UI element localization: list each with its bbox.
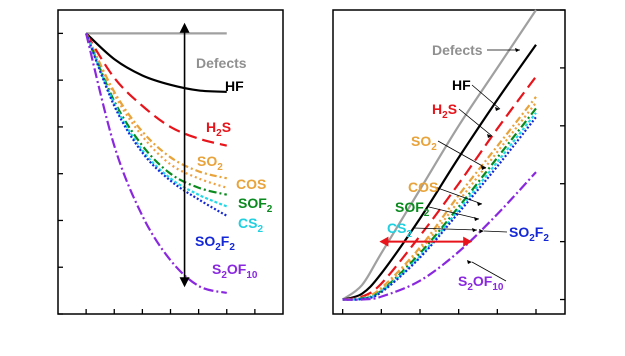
series-label-cs2: CS2 <box>387 220 412 240</box>
series-label-sof2: SOF2 <box>238 195 273 215</box>
leader-arrowhead <box>467 260 472 264</box>
series-line-s2of10 <box>85 33 228 295</box>
series-label-so2f2: SO2F2 <box>509 224 549 244</box>
delay-arrow-head-left <box>379 236 389 247</box>
series-label-so2: SO2 <box>411 133 437 153</box>
leader-line <box>458 108 493 137</box>
series-label-cs2: CS2 <box>238 215 263 235</box>
series-line-so2f2 <box>85 32 228 217</box>
series-line-s2of10 <box>342 171 537 301</box>
series-line-cos <box>85 32 228 189</box>
series-line-hf <box>85 32 227 93</box>
series-line-defects <box>342 9 537 301</box>
series-label-hf: HF <box>452 77 471 93</box>
series-line-so2f2 <box>342 116 537 301</box>
series-label-h2s: H2S <box>432 101 457 121</box>
series-label-hf: HF <box>225 78 244 94</box>
series-line-h2s <box>85 32 228 147</box>
leader-arrowhead <box>479 229 484 233</box>
series-line-sof2 <box>342 107 537 301</box>
series-label-so2f2: SO2F2 <box>195 233 235 253</box>
leader-line <box>413 227 478 231</box>
leader-line <box>437 140 487 169</box>
series-line-so2 <box>85 32 228 180</box>
series-label-defects: Defects <box>196 55 247 71</box>
leader-line <box>434 186 483 205</box>
series-label-sof2: SOF2 <box>395 199 430 219</box>
decay-arrow-head-bottom <box>179 277 190 288</box>
leader-arrowhead <box>474 217 479 221</box>
series-label-s2of10: S2OF10 <box>458 273 504 293</box>
plot-frame <box>332 9 566 315</box>
leader-line <box>428 206 480 220</box>
delay-arrow-head-right <box>463 236 473 247</box>
decay-arrow-head-top <box>179 22 190 33</box>
series-label-so2: SO2 <box>197 153 223 173</box>
series-label-s2of10: S2OF10 <box>212 261 258 281</box>
series-label-h2s: H2S <box>206 119 231 139</box>
series-line-cos <box>342 101 537 301</box>
series-line-h2s <box>342 75 537 301</box>
leader-arrowhead <box>472 228 477 232</box>
series-line-sof2 <box>85 32 228 196</box>
leader-arrowhead <box>481 166 486 170</box>
leader-line <box>483 230 508 233</box>
series-label-cos: COS <box>236 176 266 192</box>
leader-arrowhead <box>477 202 482 206</box>
series-label-defects: Defects <box>432 42 483 58</box>
series-label-cos: COS <box>408 179 438 195</box>
leader-line <box>471 84 501 110</box>
leader-line <box>471 261 507 282</box>
leader-arrowhead <box>515 48 520 52</box>
series-line-hf <box>342 44 537 301</box>
leader-arrowhead <box>495 107 500 111</box>
leader-arrowhead <box>487 134 492 138</box>
